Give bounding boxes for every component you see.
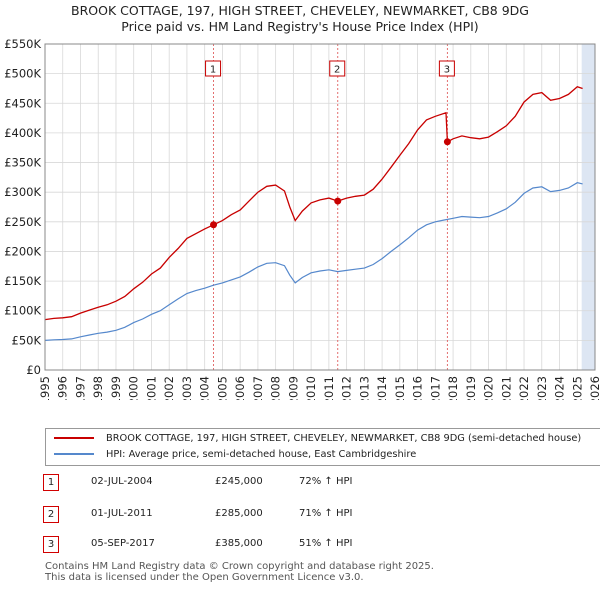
x-tick-label: 2023 — [535, 376, 549, 400]
y-tick-label: £0 — [26, 363, 41, 377]
price-chart: £0 £50K £100K £150K £200K £250K £300K £350K £400… — [4, 37, 600, 400]
transaction-date: 05-SEP-2017 — [91, 538, 155, 549]
y-tick-label: £300K — [4, 185, 41, 199]
x-tick-label: 2016 — [411, 376, 425, 400]
transaction-badge: 1 — [43, 474, 59, 491]
sale-label-box — [438, 60, 455, 77]
y-tick-label: £50K — [12, 333, 42, 347]
x-tick-label: 2009 — [286, 376, 300, 400]
y-tick-label: £200K — [4, 244, 41, 258]
x-tick-label: 2018 — [446, 376, 460, 400]
legend-property: BROOK COTTAGE, 197, HIGH STREET, CHEVELE… — [54, 431, 581, 447]
x-tick-label: 2012 — [340, 376, 354, 400]
sale-label-number: 2 — [334, 65, 340, 76]
transaction-hpi-diff: 51% ↑ HPI — [299, 538, 353, 549]
sale-label-number: 3 — [444, 65, 450, 76]
property-series-line — [44, 85, 583, 321]
y-tick-label: £100K — [4, 304, 41, 318]
y-axis-labels: £0 £50K £100K £150K £200K £250K £300K £350K £400… — [4, 37, 41, 377]
footer-copyright: Contains HM Land Registry data © Crown c… — [45, 561, 434, 572]
x-tick-label: 2007 — [251, 376, 265, 400]
sale-point — [210, 221, 218, 229]
x-tick-label: 2006 — [233, 376, 247, 400]
y-tick-label: £500K — [4, 67, 41, 81]
transaction-badge: 2 — [43, 506, 59, 523]
plot-frame — [44, 43, 596, 371]
legend-hpi-swatch — [54, 453, 94, 455]
x-tick-label: 2014 — [375, 376, 389, 400]
x-tick-label: 2017 — [428, 376, 442, 400]
transaction-date: 02-JUL-2004 — [91, 476, 153, 487]
x-tick-label: 1996 — [56, 376, 70, 400]
x-tick-label: 2015 — [393, 376, 407, 400]
hpi-series-line — [44, 182, 583, 341]
legend: BROOK COTTAGE, 197, HIGH STREET, CHEVELE… — [45, 428, 600, 466]
y-tick-label: £550K — [4, 37, 41, 51]
legend-hpi-label: HPI: Average price, semi-detached house,… — [106, 449, 417, 460]
transaction-hpi-diff: 71% ↑ HPI — [299, 508, 353, 519]
sale-label-number: 1 — [210, 65, 216, 76]
x-tick-label: 2021 — [499, 376, 513, 400]
future-shade — [581, 44, 595, 370]
sale-label-box — [205, 60, 222, 77]
x-tick-label: 2004 — [198, 376, 212, 400]
y-tick-label: £250K — [4, 215, 41, 229]
x-tick-label: 2003 — [180, 376, 194, 400]
x-tick-label: 2020 — [482, 376, 496, 400]
y-tick-label: £400K — [4, 126, 41, 140]
sale-point — [443, 138, 451, 146]
legend-property-label: BROOK COTTAGE, 197, HIGH STREET, CHEVELE… — [106, 433, 582, 444]
chart-grid — [44, 43, 596, 371]
footer-licence: This data is licensed under the Open Gov… — [45, 572, 364, 583]
transaction-date: 01-JUL-2011 — [91, 508, 153, 519]
transaction-badge: 3 — [43, 536, 59, 553]
x-tick-label: 2005 — [215, 376, 229, 400]
x-tick-label: 2019 — [464, 376, 478, 400]
sale-point — [334, 197, 342, 205]
x-tick-label: 1999 — [109, 376, 123, 400]
transaction-price: £285,000 — [215, 508, 263, 519]
x-tick-label: 2008 — [269, 376, 283, 400]
x-tick-label: 2013 — [357, 376, 371, 400]
transaction-price: £245,000 — [215, 476, 263, 487]
x-tick-label: 2001 — [144, 376, 158, 400]
x-tick-label: 1998 — [91, 376, 105, 400]
y-tick-label: £450K — [4, 96, 41, 110]
x-tick-label: 2022 — [517, 376, 531, 400]
x-tick-label: 2011 — [322, 376, 336, 400]
x-tick-label: 1995 — [38, 376, 52, 400]
y-tick-label: £150K — [4, 274, 41, 288]
transaction-hpi-diff: 72% ↑ HPI — [299, 476, 353, 487]
x-tick-label: 2026 — [588, 376, 600, 400]
x-tick-label: 2000 — [127, 376, 141, 400]
x-tick-label: 2002 — [162, 376, 176, 400]
legend-hpi: HPI: Average price, semi-detached house,… — [54, 447, 416, 463]
x-axis-labels: 1995 1996 1997 1998 1999 2000 2001 2002 2003 2004… — [38, 376, 600, 400]
sale-marker-lines — [213, 44, 448, 370]
x-tick-label: 1997 — [73, 376, 87, 400]
x-tick-label: 2010 — [304, 376, 318, 400]
x-tick-label: 2024 — [553, 376, 567, 400]
chart-title-address: BROOK COTTAGE, 197, HIGH STREET, CHEVELE… — [71, 3, 529, 18]
chart-subtitle: Price paid vs. HM Land Registry's House … — [121, 19, 479, 34]
sale-labels: 1 2 3 — [205, 60, 455, 77]
sale-points — [210, 138, 451, 229]
transaction-price: £385,000 — [215, 538, 263, 549]
legend-property-swatch — [54, 437, 94, 439]
y-tick-label: £350K — [4, 156, 41, 170]
sale-label-box — [329, 60, 346, 77]
x-tick-label: 2025 — [570, 376, 584, 400]
